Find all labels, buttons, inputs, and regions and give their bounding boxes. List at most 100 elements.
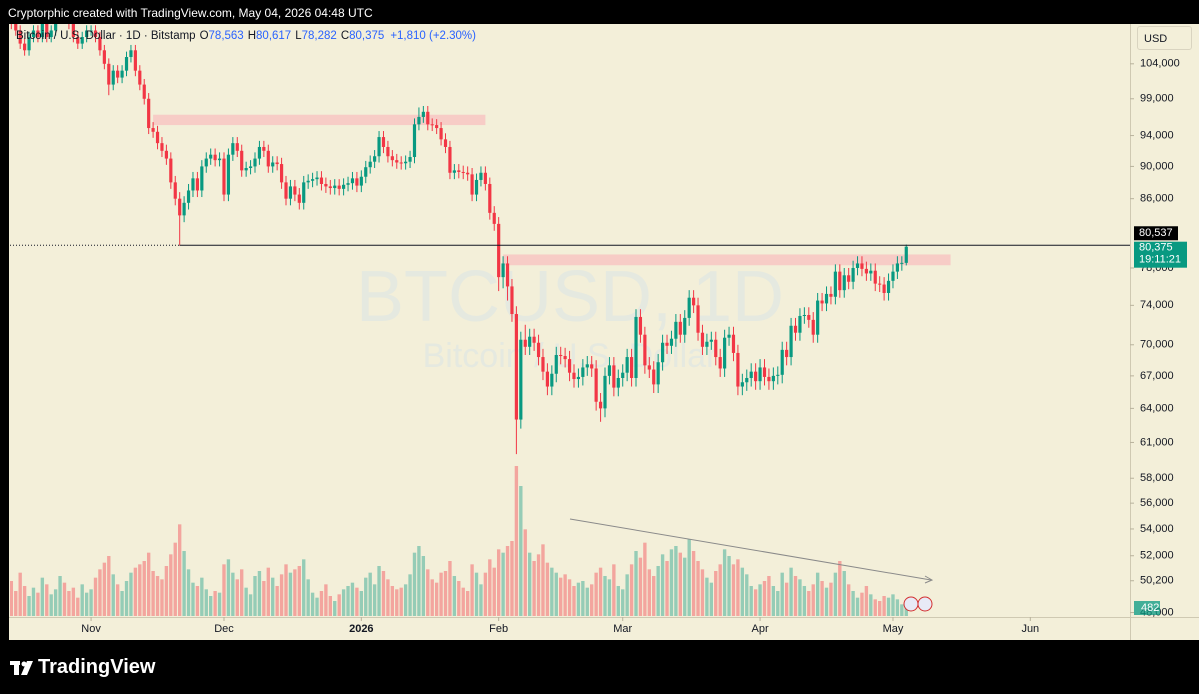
ohlc-value: 80,375 xyxy=(349,30,385,42)
y-tick-label: 104,000 xyxy=(1140,58,1180,70)
volume-bar xyxy=(656,566,660,616)
y-tick-label: 86,000 xyxy=(1140,193,1174,205)
volume-bar xyxy=(771,586,776,616)
volume-bar xyxy=(120,591,124,616)
volume-bar xyxy=(904,607,908,616)
candle-body xyxy=(802,314,806,316)
volume-bar xyxy=(669,549,674,616)
candle-body xyxy=(665,342,669,346)
logo-part xyxy=(21,661,33,675)
candle-body xyxy=(253,158,257,167)
volume-bar xyxy=(372,584,377,616)
volume-bar xyxy=(647,569,651,616)
candle-body xyxy=(395,160,399,163)
candle-body xyxy=(36,30,40,38)
volume-bar xyxy=(594,572,598,616)
volume-bar xyxy=(833,572,838,616)
candle-body xyxy=(155,131,160,144)
y-tick-label: 67,000 xyxy=(1140,370,1174,382)
volume-bar xyxy=(240,569,244,616)
x-tick-label: Mar xyxy=(613,623,632,635)
candle-body xyxy=(359,176,363,186)
candle-body xyxy=(470,174,474,195)
candle-body xyxy=(80,37,84,44)
candle-body xyxy=(771,375,775,382)
candle-body xyxy=(186,190,191,203)
volume-bar xyxy=(895,599,900,616)
volume-bar xyxy=(439,572,443,616)
volume-bar xyxy=(124,581,129,616)
candle-body xyxy=(855,263,860,268)
candle-body xyxy=(262,146,266,151)
candle-body xyxy=(293,186,297,195)
candle-body xyxy=(625,357,629,373)
y-tick-label: 94,000 xyxy=(1140,129,1174,141)
candle-body xyxy=(714,339,718,358)
header-bar: Cryptorphic created with TradingView.com… xyxy=(8,6,373,20)
volume-bar xyxy=(284,564,288,616)
event-icon[interactable] xyxy=(917,596,933,612)
candle-body xyxy=(102,50,106,64)
volume-bar xyxy=(776,591,780,616)
candle-body xyxy=(594,368,598,402)
x-tick-label: May xyxy=(883,623,904,635)
candle-body xyxy=(328,186,332,189)
candle-body xyxy=(523,339,527,347)
candle-body xyxy=(324,183,328,187)
y-tick-label: 70,000 xyxy=(1140,339,1174,351)
candle-body xyxy=(89,30,93,32)
candle-body xyxy=(536,342,541,358)
candle-body xyxy=(705,341,709,347)
candle-body xyxy=(847,275,851,282)
volume-bar xyxy=(341,589,346,616)
volume-bar xyxy=(182,551,186,616)
candle-body xyxy=(226,154,231,195)
candle-body xyxy=(661,342,665,363)
y-tick-label: 90,000 xyxy=(1140,160,1174,172)
candle-body xyxy=(417,116,421,125)
candle-body xyxy=(342,184,346,189)
candle-body xyxy=(851,267,855,282)
volume-bar xyxy=(178,524,182,616)
volume-bar xyxy=(22,586,27,616)
event-icon[interactable] xyxy=(903,596,919,612)
symbol-legend: Bitcoin / U.S. Dollar · 1D · Bitstamp O78… xyxy=(16,30,476,42)
candle-body xyxy=(497,223,501,278)
candle-body xyxy=(302,182,306,203)
volume-bar xyxy=(288,572,293,616)
candle-body xyxy=(244,167,248,171)
chart-background xyxy=(9,24,1199,640)
volume-bar xyxy=(359,591,364,616)
x-tick-label: 2026 xyxy=(349,623,373,635)
candle-body xyxy=(319,177,324,184)
candle-body xyxy=(426,111,430,125)
volume-bar xyxy=(829,582,833,616)
volume-bar xyxy=(346,586,350,616)
candle-body xyxy=(838,271,842,291)
candle-body xyxy=(169,158,173,183)
candle-body xyxy=(656,362,660,385)
watermark-symbol: BTCUSD, 1D xyxy=(356,257,784,337)
candle-body xyxy=(457,170,461,172)
volume-bar xyxy=(45,584,49,616)
last-volume-label: 482 xyxy=(1141,602,1159,614)
volume-bar xyxy=(532,561,536,616)
volume-bar xyxy=(789,567,793,616)
volume-bar xyxy=(209,596,213,616)
candle-body xyxy=(204,158,208,167)
volume-bar xyxy=(598,567,603,616)
volume-bar xyxy=(479,584,483,616)
volume-bar xyxy=(412,552,417,616)
candle-body xyxy=(124,57,129,71)
candle-body xyxy=(279,164,284,183)
candle-body xyxy=(492,212,496,224)
candle-body xyxy=(749,371,753,378)
candle-body xyxy=(532,336,536,343)
volume-bar xyxy=(350,582,355,616)
currency-button[interactable]: USD xyxy=(1137,26,1192,50)
candle-body xyxy=(745,377,749,383)
candle-body xyxy=(829,293,833,297)
candle-body xyxy=(27,37,31,51)
volume-bar xyxy=(753,589,758,616)
